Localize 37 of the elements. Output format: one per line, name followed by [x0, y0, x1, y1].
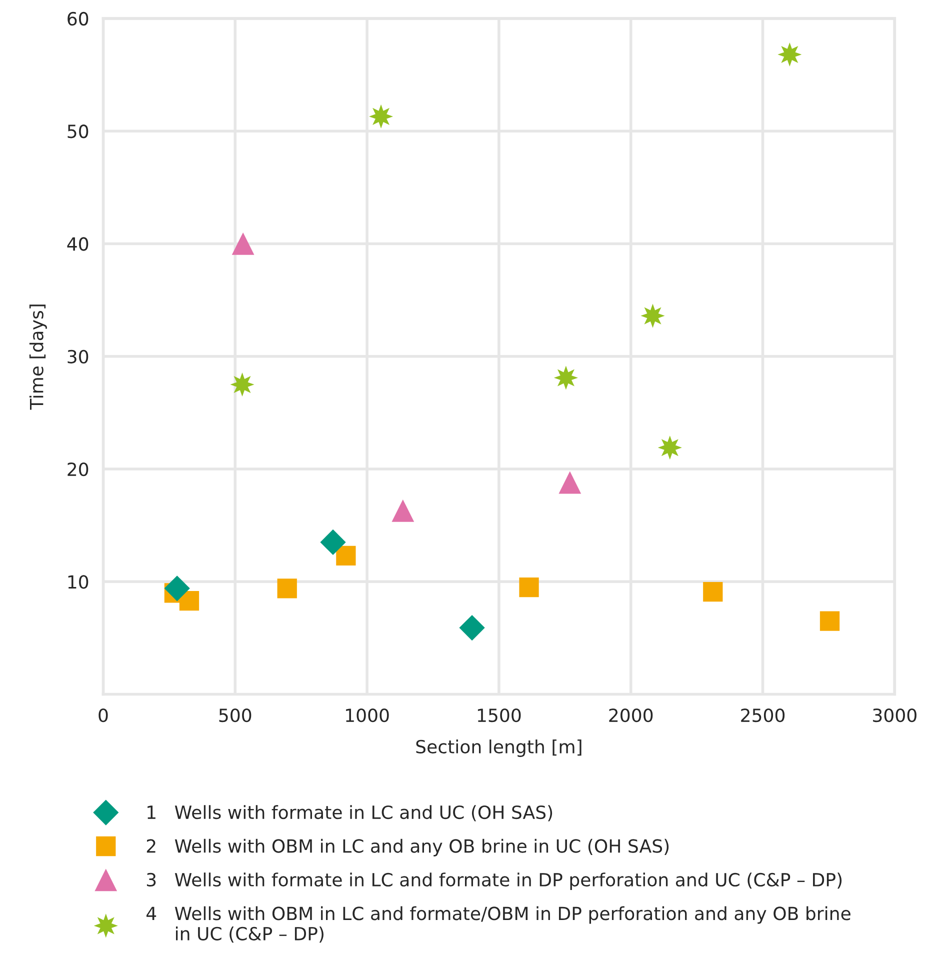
y-axis-title: Time [days] — [29, 304, 47, 410]
legend-label: 1 Wells with formate in LC and UC (OH SAS) — [148, 805, 552, 822]
point — [336, 546, 356, 566]
point — [368, 104, 394, 128]
point — [519, 577, 539, 598]
x-tick-label: 1500 — [478, 708, 521, 722]
point — [320, 529, 346, 556]
y-tick-label: 20 — [68, 462, 88, 476]
point — [778, 42, 802, 67]
point — [179, 590, 200, 611]
y-tick-label: 60 — [68, 12, 88, 26]
x-tick-label: 0 — [98, 708, 108, 722]
y-tick-label: 10 — [68, 575, 88, 589]
point — [640, 304, 665, 328]
y-tick-label: 50 — [68, 124, 88, 138]
point — [820, 611, 840, 631]
x-tick-label: 3000 — [873, 708, 916, 722]
y-tick-label: 40 — [67, 237, 88, 251]
x-axis-title: Section length [m] — [416, 740, 582, 757]
x-tick-label: 2500 — [741, 708, 785, 722]
point — [459, 615, 485, 641]
point — [703, 582, 723, 602]
y-tick-label: 30 — [68, 350, 88, 364]
legend-label: 3 Wells with formate in LC and formate in DP perforation and UC (C&P – DP) — [146, 872, 842, 890]
legend-label: 2 Wells with OBM in LC and any OB brine in UC (OH SAS) — [146, 838, 669, 856]
legend-label: 4 Wells with OBM in LC and formate/OBM in DP perforation and any OB brine in UC (C&P – DP) — [146, 906, 850, 943]
point — [277, 578, 297, 598]
point — [554, 366, 578, 390]
point — [392, 499, 414, 522]
x-tick-label: 2000 — [609, 708, 653, 722]
x-tick-label: 500 — [219, 708, 252, 722]
point — [558, 471, 582, 494]
point — [164, 576, 190, 602]
point — [230, 372, 254, 397]
point — [658, 436, 682, 460]
x-tick-label: 1000 — [346, 708, 389, 722]
point — [232, 232, 254, 255]
